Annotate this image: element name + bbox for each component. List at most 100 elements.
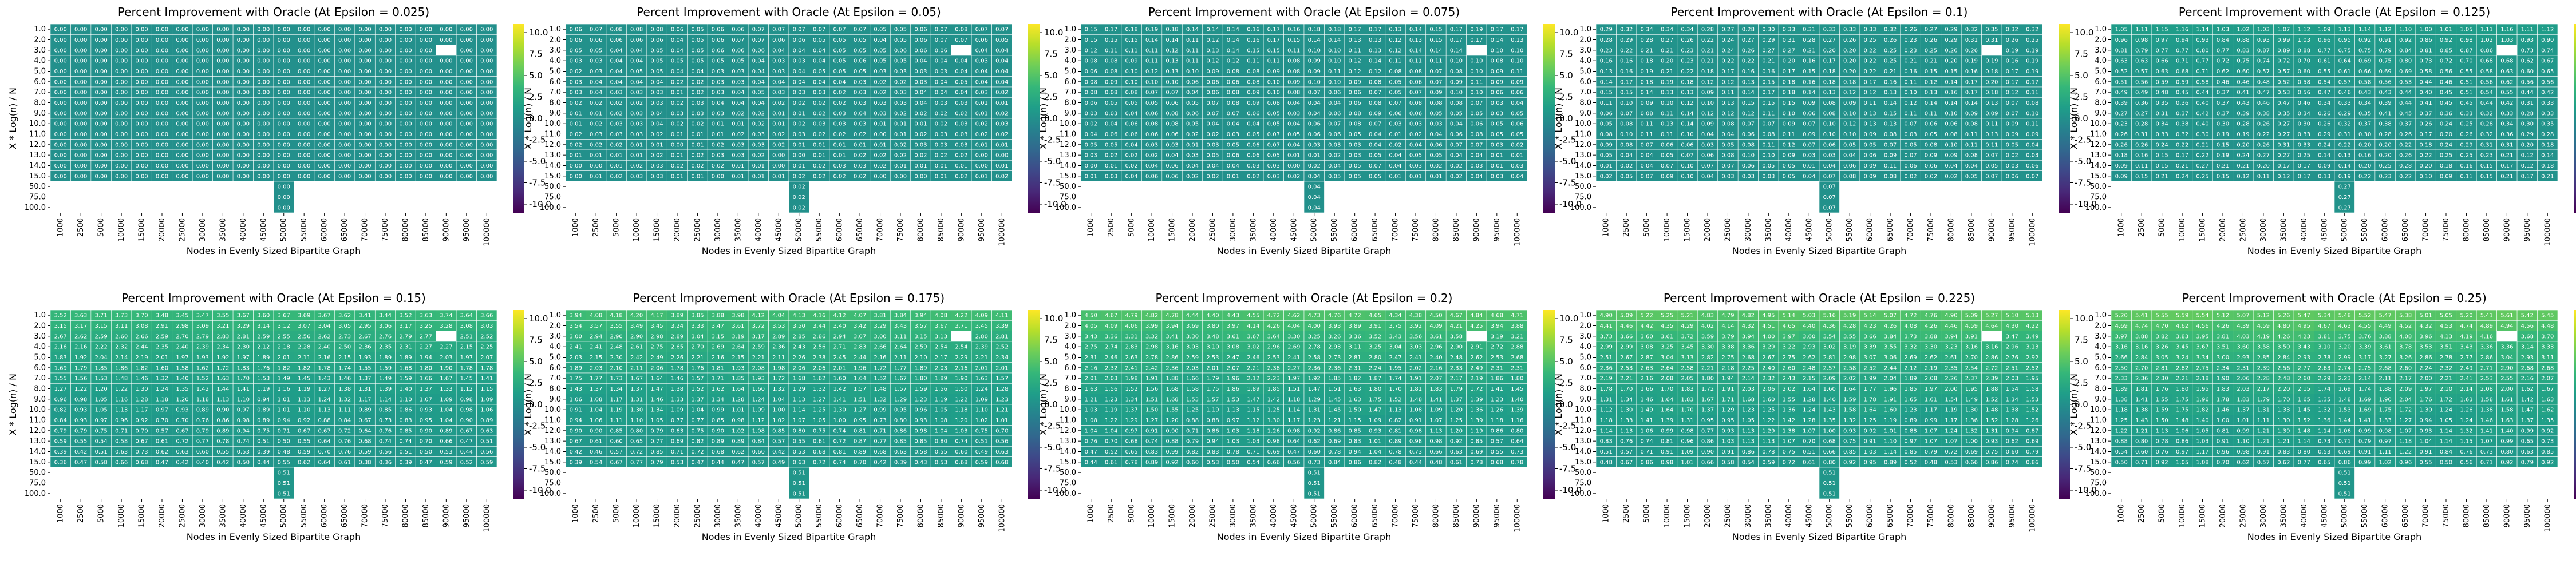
cell-label: 0.19 <box>2217 132 2229 138</box>
cell-label: 0.22 <box>1721 58 1734 65</box>
cell-label: 0.70 <box>2460 58 2472 65</box>
cell-label: 0.03 <box>1308 142 1321 148</box>
cell-label: 0.70 <box>318 449 331 455</box>
cell-label: 0.00 <box>216 37 229 43</box>
cell-label: 0.43 <box>2237 100 2249 106</box>
cell-label: 0.00 <box>278 100 290 106</box>
cell-label: 0.27 <box>1742 37 1755 43</box>
cell-label: 0.00 <box>460 173 473 180</box>
cell-label: 0.22 <box>2419 153 2432 159</box>
cell-label: 0.11 <box>1145 47 1158 54</box>
cell-label: 0.05 <box>1389 79 1401 85</box>
cell-label: 0.16 <box>1803 58 1815 65</box>
cell-label: 0.00 <box>358 69 371 75</box>
cell-label: 0.51 <box>2460 79 2472 85</box>
cell-label: 0.05 <box>1349 173 1361 180</box>
cell-label: 0.11 <box>2026 90 2038 96</box>
y-tick-label: 11.0 <box>2090 130 2107 139</box>
cell-label: 0.05 <box>1904 142 1917 148</box>
cell-label: 3.07 <box>854 333 866 340</box>
cell-label: 0.04 <box>1085 132 1097 138</box>
cell-label: 0.17 <box>1721 69 1734 75</box>
cell-label: 0.06 <box>1925 121 1937 128</box>
cell-label: 0.00 <box>54 163 67 169</box>
cell-label: 0.08 <box>1287 90 1300 96</box>
cell-label: 0.00 <box>257 100 270 106</box>
x-tick-label: 20000 <box>158 218 167 241</box>
x-tick-label: 30000 <box>2259 218 2268 241</box>
cell-label: 0.24 <box>2440 142 2452 148</box>
cell-label: 0.03 <box>630 132 643 138</box>
cell-label: 0.11 <box>1429 58 1442 65</box>
cell-label: 0.00 <box>420 90 432 96</box>
cell-label: 0.06 <box>2006 173 2018 180</box>
cell-label: 0.16 <box>1945 90 1957 96</box>
cell-label: 0.02 <box>833 173 846 180</box>
cell-label: 0.26 <box>2460 132 2472 138</box>
cell-label: 0.09 <box>1985 110 1998 117</box>
cell-label: 0.00 <box>480 79 493 85</box>
cell-label: 0.23 <box>1904 37 1917 43</box>
cell-label: 0.19 <box>1641 69 1653 75</box>
cell-label: 0.05 <box>894 37 907 43</box>
cell-label: 0.00 <box>176 90 188 96</box>
cell-label: 3.74 <box>440 313 452 319</box>
cell-label: 0.34 <box>2298 110 2310 117</box>
cell-label: 0.21 <box>2237 163 2249 169</box>
cell-label: 0.05 <box>691 58 704 65</box>
cell-label: 0.14 <box>1308 37 1321 43</box>
cell-label: 0.07 <box>1641 142 1653 148</box>
y-tick-label: 2.0 <box>34 36 46 45</box>
cell-label: 3.19 <box>732 333 744 340</box>
cell-label: 0.53 <box>237 449 250 455</box>
cell-label: 3.71 <box>95 313 108 319</box>
cell-label: 0.47 <box>74 459 87 466</box>
cell-label: 0.08 <box>1470 132 1483 138</box>
cell-label: 0.06 <box>1328 110 1341 117</box>
heatmap-panel: Percent Improvement with Oracle (At Epsi… <box>523 5 1066 256</box>
cell-label: 0.06 <box>1389 110 1401 117</box>
cell-label: 1.32 <box>338 396 351 403</box>
cell-label: 0.10 <box>1186 69 1199 75</box>
cell-label: 0.08 <box>2026 100 2038 106</box>
cell-label: 0.07 <box>1985 173 1998 180</box>
x-tick-label: 35000 <box>734 218 742 241</box>
cell-label: 0.77 <box>196 439 209 445</box>
x-tick-label: 95000 <box>2008 218 2017 241</box>
cell-label: 0.38 <box>2257 110 2270 117</box>
cell-label: 3.71 <box>955 323 967 329</box>
cell-label: 0.04 <box>833 79 846 85</box>
cell-label: 0.11 <box>1186 47 1199 54</box>
cell-label: 0.50 <box>237 459 250 466</box>
cell-label: 0.08 <box>1267 100 1280 106</box>
cell-label: 1.46 <box>650 396 663 403</box>
y-tick-label: 11.0 <box>29 416 46 425</box>
cell-label: 0.58 <box>115 439 128 445</box>
cell-label: 1.47 <box>650 386 663 392</box>
cell-label: 0.14 <box>1206 27 1219 33</box>
cell-label: 0.44 <box>257 459 270 466</box>
cell-label: 0.24 <box>2440 121 2452 128</box>
cell-label: 1.72 <box>772 376 785 382</box>
cell-label: 0.00 <box>278 90 290 96</box>
cell-label: 0.10 <box>1308 47 1321 54</box>
cell-label: 2.67 <box>54 333 67 340</box>
cell-label: 0.03 <box>1085 153 1097 159</box>
cell-label: 0.05 <box>1125 100 1138 106</box>
x-tick-label: 80000 <box>401 504 410 527</box>
cell-label: 0.18 <box>1125 27 1138 33</box>
cell-label: 2.26 <box>793 355 805 361</box>
cell-label: 1.60 <box>833 376 846 382</box>
cell-label: 0.72 <box>176 439 188 445</box>
x-tick-label: 75000 <box>2442 218 2451 241</box>
x-tick-label: 35000 <box>219 218 227 241</box>
cell-label: 0.00 <box>975 163 988 169</box>
cell-label: 0.18 <box>1641 79 1653 85</box>
cell-label: 0.09 <box>1701 90 1714 96</box>
cell-label: 0.06 <box>1227 79 1239 85</box>
cell-label: 0.03 <box>935 132 947 138</box>
cell-label: 2.64 <box>894 344 907 351</box>
y-tick-label: 14.0 <box>1060 162 1076 170</box>
colorbar-tick-label: -5.0 <box>529 442 546 452</box>
heatmap-panel: Percent Improvement with Oracle (At Epsi… <box>7 291 551 542</box>
